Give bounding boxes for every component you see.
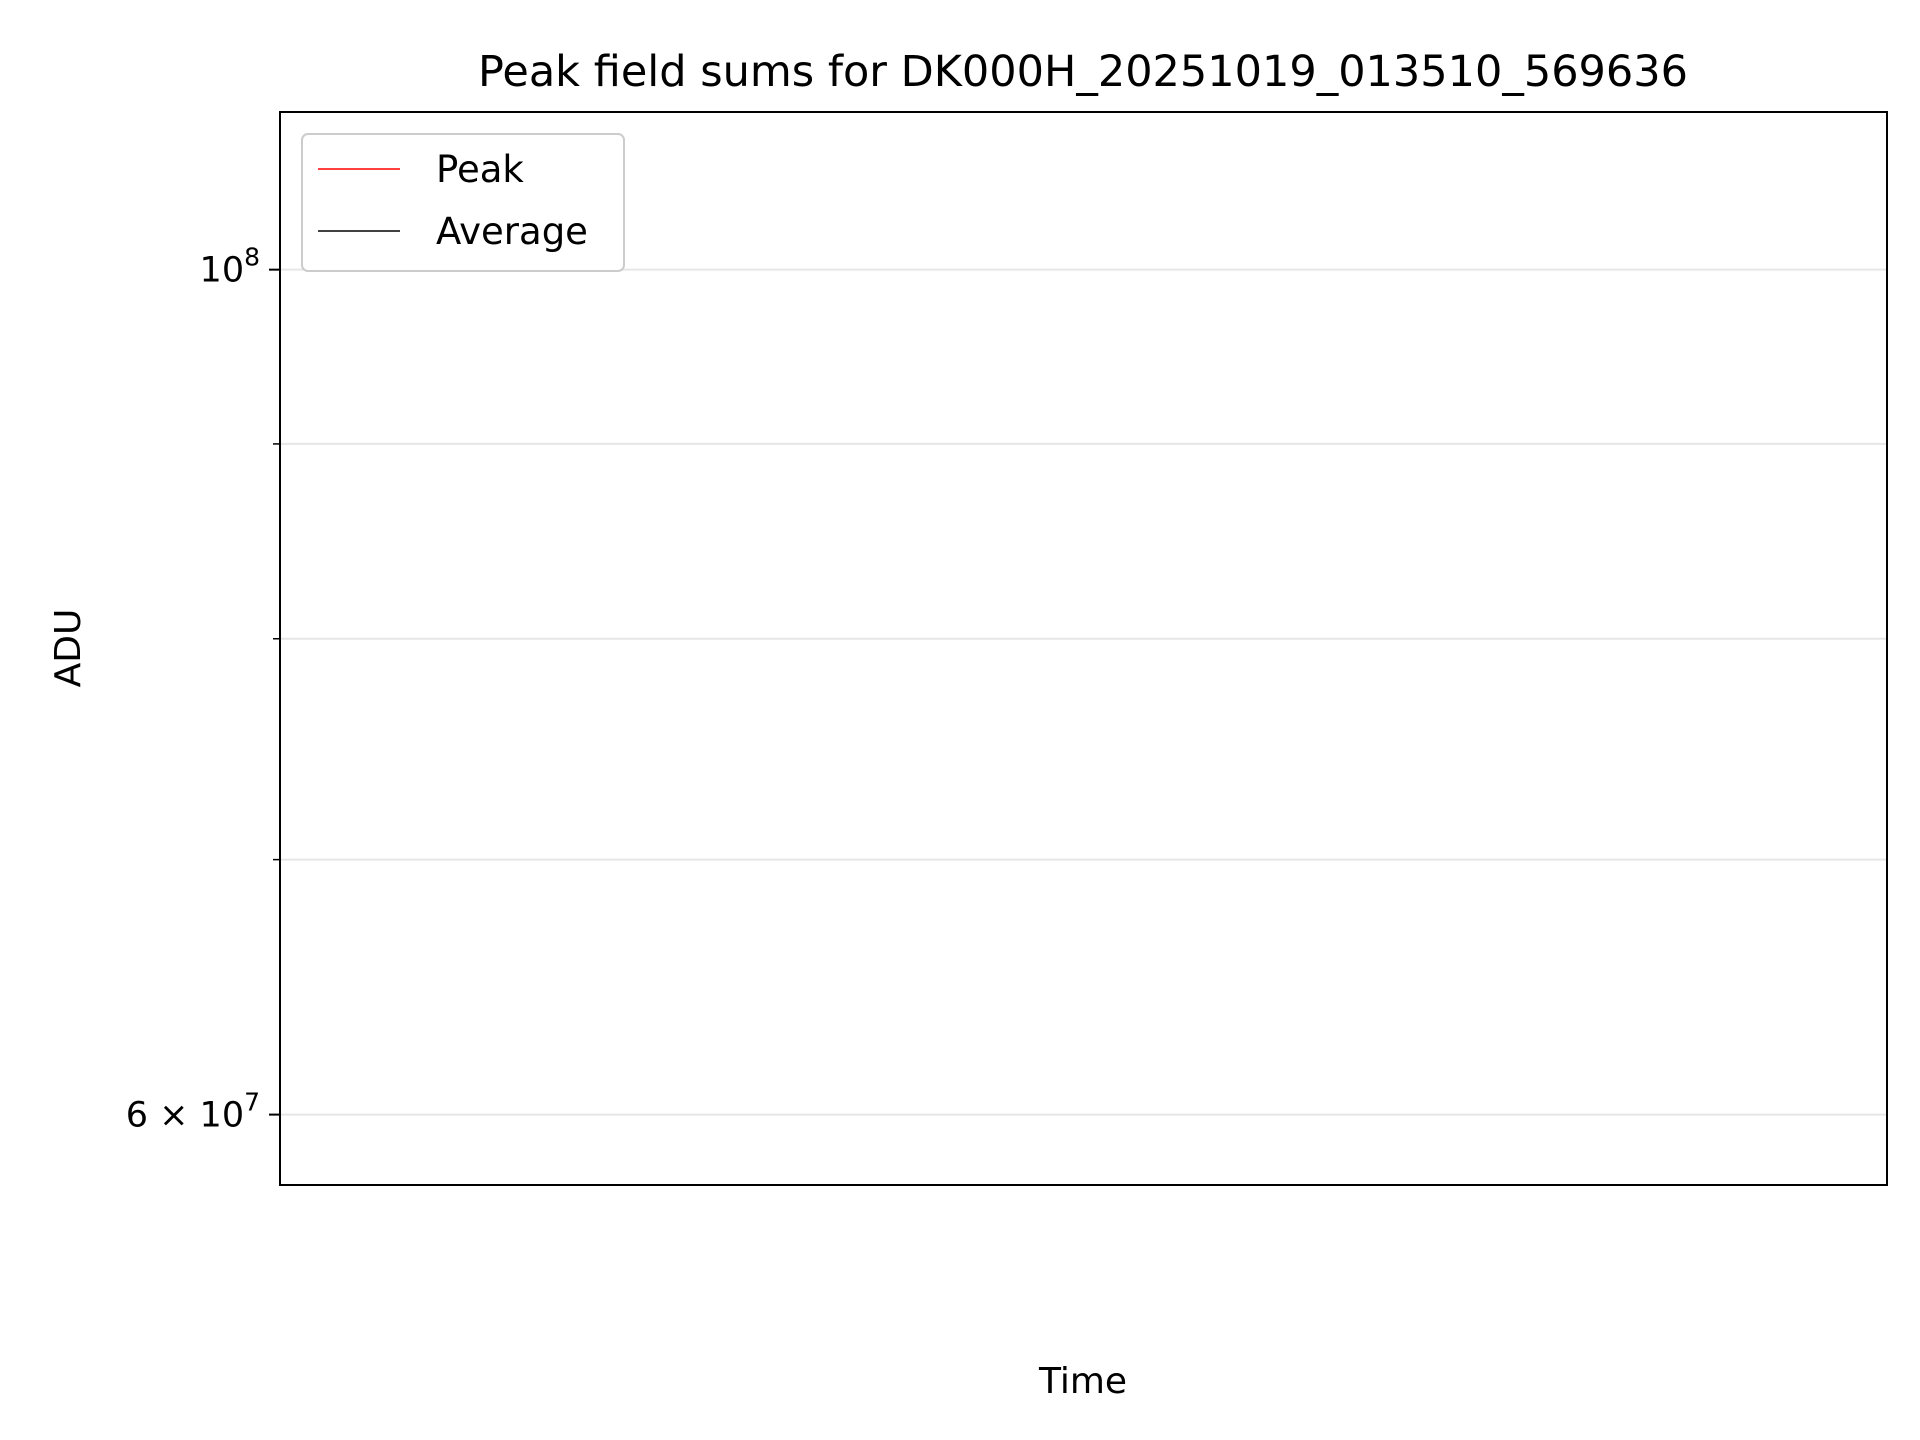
legend: Peak Average	[301, 133, 625, 272]
legend-label-peak: Peak	[436, 148, 524, 191]
y-tick-label: 108	[200, 243, 260, 291]
y-axis-label: ADU	[48, 609, 89, 688]
chart-title: Peak field sums for DK000H_20251019_0135…	[478, 47, 1688, 97]
legend-label-average: Average	[436, 210, 588, 253]
plot-frame	[279, 111, 1888, 1186]
x-axis-label: Time	[1038, 1361, 1127, 1402]
grid-layer	[280, 268, 1887, 1116]
y-tick-label: 6 × 107	[126, 1088, 260, 1136]
